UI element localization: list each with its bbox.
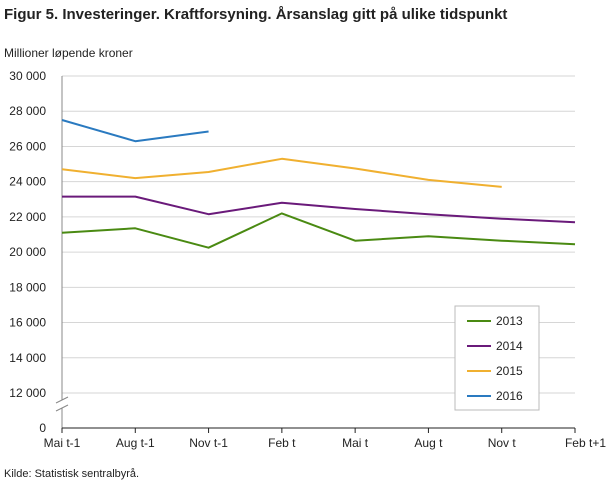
x-tick-label: Feb t+1 <box>565 436 606 450</box>
axis-break-mark <box>55 404 69 412</box>
series-lines <box>61 119 576 249</box>
chart-title: Figur 5. Investeringer. Kraftforsyning. … <box>4 6 508 23</box>
legend-label-2016: 2016 <box>496 389 523 403</box>
x-tick-label: Mai t-1 <box>44 436 81 450</box>
series-line-2014 <box>62 195 576 224</box>
x-tick-label: Nov t-1 <box>189 436 228 450</box>
x-tick-label: Feb t <box>268 436 296 450</box>
series-line-2015 <box>61 157 502 188</box>
y-tick-label: 22 000 <box>9 210 46 224</box>
y-tick-label: 30 000 <box>9 69 46 83</box>
legend-label-2013: 2013 <box>496 314 523 328</box>
source-note: Kilde: Statistisk sentralbyrå. <box>4 468 140 480</box>
y-axis: 0 12 000 14 000 16 000 18 000 20 000 22 000 24 … <box>9 69 69 435</box>
y-tick-label: 26 000 <box>9 139 46 153</box>
y-tick-label: 20 000 <box>9 245 46 259</box>
legend-box <box>454 305 540 411</box>
y-tick-label: 28 000 <box>9 104 46 118</box>
y-tick-label: 16 000 <box>9 316 46 330</box>
y-tick-label: 0 <box>39 421 46 435</box>
legend-label-2014: 2014 <box>496 339 523 353</box>
y-tick-label: 12 000 <box>9 386 46 400</box>
x-tick-label: Aug t-1 <box>116 436 155 450</box>
y-axis-label: Millioner løpende kroner <box>4 46 133 60</box>
x-tick-label: Mai t <box>342 436 369 450</box>
legend: 2013 2014 2015 2016 <box>454 305 540 411</box>
y-tick-label: 24 000 <box>9 175 46 189</box>
y-tick-label: 18 000 <box>9 280 46 294</box>
x-tick-label: Nov t <box>488 436 517 450</box>
legend-label-2015: 2015 <box>496 364 523 378</box>
y-tick-label: 14 000 <box>9 351 46 365</box>
x-axis: Mai t-1 Aug t-1 Nov t-1 Feb t Mai t Aug t Nov … <box>44 427 606 450</box>
series-line-2016 <box>61 119 209 143</box>
axis-break-mark <box>55 396 69 404</box>
x-tick-label: Aug t <box>414 436 443 450</box>
series-line-2013 <box>61 212 576 249</box>
